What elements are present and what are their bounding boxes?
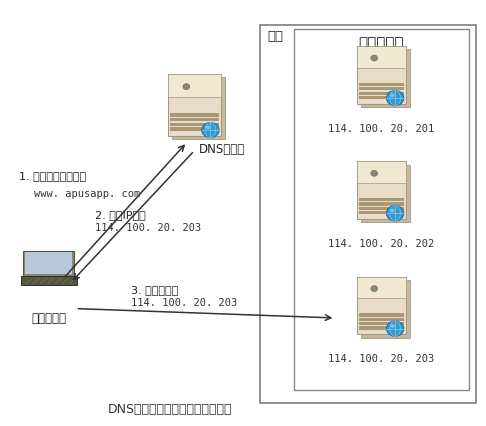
Circle shape [386, 91, 404, 106]
Circle shape [390, 209, 395, 213]
Circle shape [390, 94, 395, 98]
Bar [359, 318, 404, 321]
Text: 114. 100. 20. 202: 114. 100. 20. 202 [329, 239, 434, 248]
Text: 机房: 机房 [267, 30, 283, 43]
FancyBboxPatch shape [357, 277, 406, 334]
Bar [294, 30, 469, 390]
FancyBboxPatch shape [357, 162, 406, 184]
FancyBboxPatch shape [23, 251, 74, 276]
FancyBboxPatch shape [168, 75, 221, 98]
Bar [359, 88, 404, 91]
Text: DNS服务器: DNS服务器 [199, 143, 245, 155]
Bar [359, 314, 404, 317]
Circle shape [183, 84, 190, 90]
FancyBboxPatch shape [172, 78, 225, 140]
Bar [260, 26, 476, 403]
Circle shape [386, 321, 404, 337]
Bar [359, 203, 404, 206]
Circle shape [371, 171, 378, 177]
Circle shape [386, 206, 404, 222]
Bar [170, 124, 219, 127]
Text: 114. 100. 20. 203: 114. 100. 20. 203 [131, 298, 238, 308]
Bar [170, 114, 219, 118]
Bar [359, 212, 404, 215]
FancyBboxPatch shape [357, 162, 406, 219]
Text: 3. 浏览器请求: 3. 浏览器请求 [131, 284, 178, 294]
Text: www. apusapp. com: www. apusapp. com [34, 188, 140, 198]
Text: DNS域名解析负载均衡工作原理图: DNS域名解析负载均衡工作原理图 [108, 403, 232, 415]
Bar [359, 83, 404, 87]
Circle shape [202, 123, 219, 138]
FancyBboxPatch shape [357, 47, 406, 104]
FancyBboxPatch shape [357, 47, 406, 69]
Circle shape [371, 56, 378, 62]
FancyBboxPatch shape [361, 280, 410, 338]
FancyBboxPatch shape [168, 75, 221, 136]
Circle shape [206, 126, 210, 130]
FancyBboxPatch shape [357, 277, 406, 299]
Text: 114. 100. 20. 203: 114. 100. 20. 203 [95, 222, 201, 232]
Text: 用户浏览器: 用户浏览器 [31, 311, 66, 324]
Bar [359, 322, 404, 325]
Bar [359, 327, 404, 330]
Bar [170, 119, 219, 122]
Text: 1. 用户请求域名解析: 1. 用户请求域名解析 [19, 171, 87, 181]
Text: 114. 100. 20. 203: 114. 100. 20. 203 [329, 354, 434, 363]
Bar [359, 97, 404, 100]
Text: 114. 100. 20. 201: 114. 100. 20. 201 [329, 124, 434, 133]
FancyBboxPatch shape [361, 50, 410, 108]
Circle shape [371, 286, 378, 292]
Bar [359, 92, 404, 95]
FancyBboxPatch shape [361, 165, 410, 223]
FancyBboxPatch shape [25, 253, 72, 274]
Bar [170, 128, 219, 131]
Text: 2. 返回IP地址: 2. 返回IP地址 [95, 210, 145, 219]
Bar [359, 199, 404, 202]
Circle shape [390, 324, 395, 328]
Bar [359, 207, 404, 210]
Text: 服务器集群: 服务器集群 [359, 36, 404, 51]
FancyBboxPatch shape [21, 276, 77, 285]
